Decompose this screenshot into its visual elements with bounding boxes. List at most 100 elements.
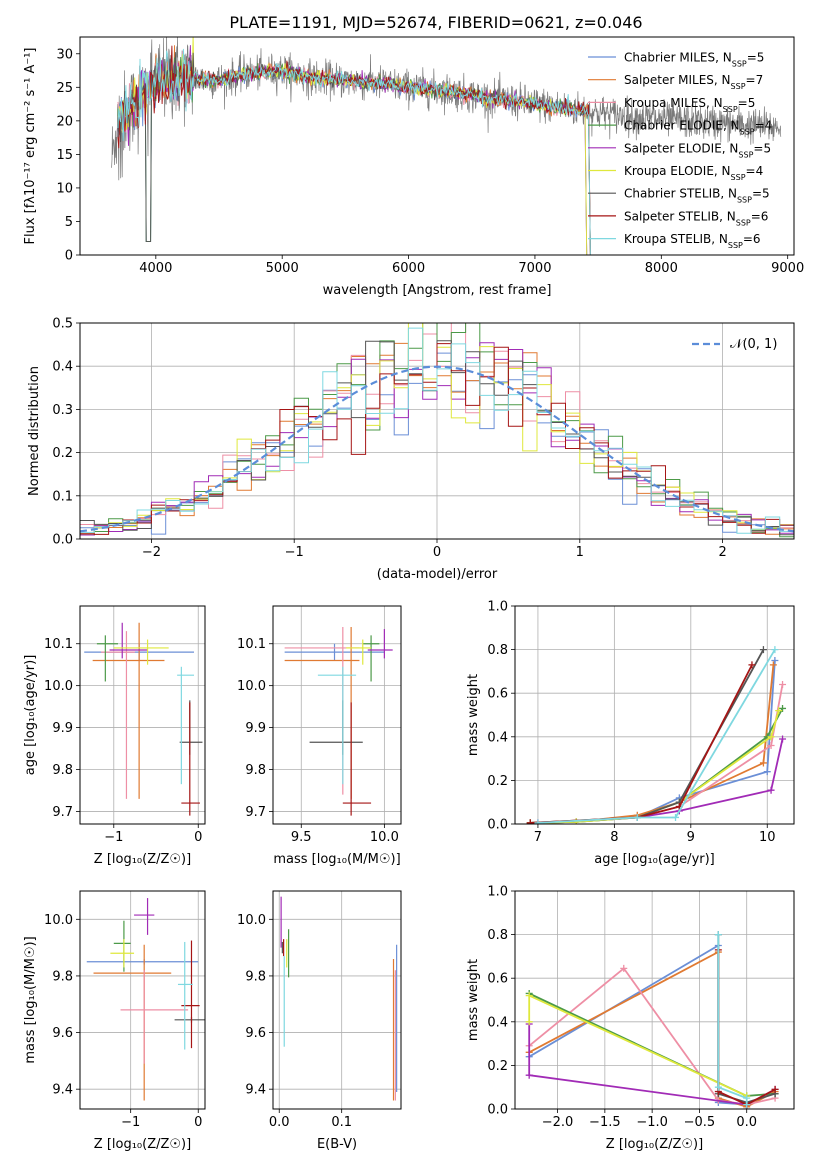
y-tick-label: 0.2 <box>487 1059 508 1074</box>
y-tick-label: 9.9 <box>245 721 266 736</box>
y-tick-label: 0.6 <box>487 972 508 987</box>
legend-label: Chabrier ELODIE, NSSP=4 <box>624 119 772 137</box>
panel-mass-vs-Z: −1 0 9.4 9.6 9.8 10.0 Z [log₁₀(Z/Z☉)] mass [log… <box>23 890 206 1152</box>
y-tick-label: 9.4 <box>245 1083 266 1098</box>
x-tick-label: −1.0 <box>636 1115 668 1130</box>
data-age-vs-Z <box>80 606 205 824</box>
x-tick-label: 10.0 <box>370 830 399 845</box>
weight-marker <box>620 964 628 972</box>
normal-legend-label: 𝒩(0, 1) <box>730 337 777 352</box>
x-tick-label: 9.5 <box>291 830 312 845</box>
errorbar-point-7 <box>342 702 372 816</box>
errorbar-point-8 <box>177 666 195 785</box>
errorbar-point-4 <box>109 622 148 659</box>
legend-value: =5 <box>752 187 770 201</box>
weight-line-3 <box>530 708 784 824</box>
x-tick-label: 8000 <box>645 261 678 276</box>
legend-value: =5 <box>747 51 765 65</box>
y-tick-label: 9.7 <box>245 805 266 820</box>
x-tick-label: −2.0 <box>542 1115 574 1130</box>
x-axis-label: Z [log₁₀(Z/Z☉)] <box>606 1137 703 1152</box>
axes-frame <box>79 36 795 256</box>
weight-marker <box>759 759 767 767</box>
data-mass-vs-Z <box>80 891 205 1109</box>
y-tick-label: 0.3 <box>52 403 73 418</box>
y-tick-label: 0.1 <box>52 489 73 504</box>
y-tick-label: 0.2 <box>487 774 508 789</box>
y-tick-label: 30 <box>56 47 73 62</box>
weight-marker <box>633 813 641 821</box>
legend-sub: SSP <box>736 218 751 227</box>
legend-label: Salpeter MILES, NSSP=7 <box>624 73 763 91</box>
weight-line-0 <box>530 660 776 824</box>
legend-value: =4 <box>755 119 773 133</box>
weight-marker <box>767 742 775 750</box>
errorbar-point-6 <box>174 1016 205 1023</box>
y-tick-label: 25 <box>56 81 73 96</box>
y-tick-label: 10.0 <box>44 913 73 928</box>
panel-weight-vs-age: 7 8 9 10 0.0 0.2 0.4 0.6 0.8 1.0 age [log₁₀(age/yr… <box>466 600 795 867</box>
errorbar-point-3 <box>113 920 131 972</box>
y-tick-label: 10.1 <box>44 637 73 652</box>
x-tick-label: −1.5 <box>589 1115 621 1130</box>
weight-marker <box>775 707 783 715</box>
model-spectrum-8 <box>117 48 591 255</box>
y-tick-label: 9.6 <box>52 1026 73 1041</box>
x-tick-label: −1 <box>285 545 304 560</box>
weight-line-1 <box>530 664 775 824</box>
panel-spectrum: 4000 5000 6000 7000 8000 9000 0 5 10 15 20 25 30 wave… <box>23 36 804 298</box>
errorbar-point-8 <box>177 941 193 1050</box>
weight-line-8 <box>717 934 748 1105</box>
axes-frame <box>272 890 402 1110</box>
errorbar-point-0 <box>86 958 199 965</box>
y-axis-label: mass weight <box>466 959 481 1041</box>
legend-value: =5 <box>753 141 771 155</box>
x-tick-label: 0.0 <box>736 1115 757 1130</box>
x-axis-label: wavelength [Angstrom, rest frame] <box>323 283 552 298</box>
y-tick-label: 0.4 <box>52 360 73 375</box>
weight-marker <box>769 661 777 669</box>
weight-marker <box>743 1101 751 1109</box>
weight-marker <box>525 992 533 1000</box>
y-tick-label: 0.6 <box>487 687 508 702</box>
legend-sub: SSP <box>740 127 755 136</box>
panel-age-vs-mass: 9.5 10.0 9.7 9.8 9.9 10.0 10.1 mass [log₁₀(M/M☉… <box>237 605 402 867</box>
y-axis-label: age [log₁₀(age/yr)] <box>23 655 38 776</box>
weight-marker <box>526 819 534 824</box>
errorbar-point-1 <box>92 622 165 799</box>
y-axis-label: mass weight <box>466 674 481 756</box>
x-tick-label: 2 <box>718 545 726 560</box>
weight-line-5 <box>528 994 748 1097</box>
y-tick-label: 9.4 <box>52 1083 73 1098</box>
errorbar-point-8 <box>317 666 357 785</box>
plots: 4000 5000 6000 7000 8000 9000051015202530wave… <box>23 36 804 1152</box>
x-tick-label: −1 <box>104 830 123 845</box>
y-tick-label: 1.0 <box>487 600 508 615</box>
histogram-8 <box>80 327 794 534</box>
x-axis-label: age [log₁₀(age/yr)] <box>594 852 715 867</box>
y-tick-label: 0.2 <box>52 446 73 461</box>
legend-label: Salpeter ELODIE, NSSP=5 <box>624 141 771 159</box>
weight-marker <box>767 733 775 741</box>
y-tick-label: 0.8 <box>487 928 508 943</box>
errorbar-point-4 <box>134 898 155 935</box>
x-tick-label: 5000 <box>266 261 299 276</box>
histogram-3 <box>80 323 794 538</box>
x-tick-label: 4000 <box>139 261 172 276</box>
x-tick-label: 9 <box>687 830 695 845</box>
x-tick-label: −1 <box>121 1115 140 1130</box>
weight-marker <box>779 735 787 743</box>
legend-label: Kroupa MILES, NSSP=5 <box>624 96 755 114</box>
x-tick-label: 0 <box>433 545 441 560</box>
weight-marker <box>714 1083 722 1091</box>
x-tick-label: −2 <box>142 545 161 560</box>
histogram-4 <box>80 342 794 536</box>
x-tick-label: −0.5 <box>684 1115 716 1130</box>
axes-frame <box>79 322 795 540</box>
errorbar-point-1 <box>93 944 172 1101</box>
x-axis-label: Z [log₁₀(Z/Z☉)] <box>94 852 191 867</box>
weight-marker <box>672 813 680 821</box>
panel-mass-vs-EBV: 0.0 0.1 9.4 9.6 9.8 10.0 E(B-V) <box>237 890 402 1152</box>
x-tick-label: 0.1 <box>331 1115 352 1130</box>
